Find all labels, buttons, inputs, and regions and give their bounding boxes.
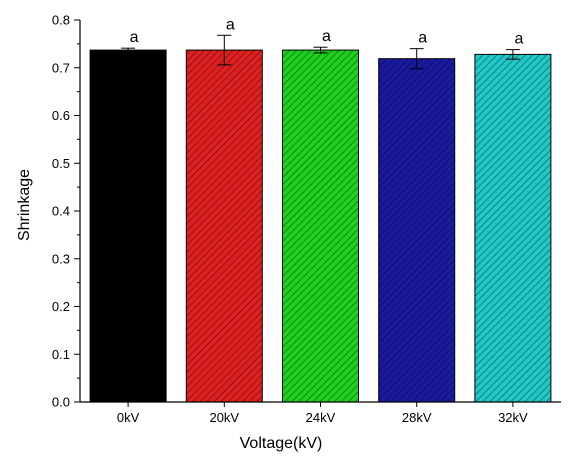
x-tick-label-32kV: 32kV	[498, 410, 528, 425]
bar-32kV	[474, 53, 552, 403]
bar-28kV	[378, 58, 456, 403]
y-tick-label-0.5: 0.5	[52, 156, 70, 171]
annotation-28kV: a	[418, 30, 427, 47]
y-tick-label-0.6: 0.6	[52, 108, 70, 123]
x-tick-label-24kV: 24kV	[306, 410, 336, 425]
y-axis-title: Shrinkage	[16, 169, 33, 241]
bar-0kV	[89, 49, 167, 403]
bars	[89, 49, 552, 403]
bar-24kV	[282, 49, 359, 403]
y-tick-label-0.3: 0.3	[52, 251, 70, 266]
y-tick-label-0.2: 0.2	[52, 299, 70, 314]
bar-20kV	[185, 49, 263, 403]
y-ticks: 0.0 0.1 0.2 0.3 0.4 0.5 0.6 0.7 0.8	[52, 13, 80, 410]
y-tick-label-0.8: 0.8	[52, 13, 70, 28]
y-axis-title-group: Shrinkage	[16, 169, 33, 241]
data-annotations: aaa a a	[130, 16, 524, 47]
annotation-32kV: a	[514, 31, 523, 48]
x-axis-title: Voltage(kV)	[240, 435, 323, 452]
x-ticks: 0kV 20kV 24kV 28kV 32kV	[117, 402, 528, 425]
annotation-24kV: a	[322, 28, 331, 45]
y-tick-label-0.1: 0.1	[52, 347, 70, 362]
x-tick-label-28kV: 28kV	[402, 410, 432, 425]
annotation-20kV: a	[226, 16, 235, 33]
error-bars	[121, 34, 520, 70]
annotation-0kV: a	[130, 29, 139, 46]
y-tick-label-0.7: 0.7	[52, 60, 70, 75]
x-tick-label-20kV: 20kV	[209, 410, 239, 425]
y-tick-label-0.4: 0.4	[52, 204, 70, 219]
x-tick-label-0kV: 0kV	[117, 410, 140, 425]
y-tick-label-0.0: 0.0	[52, 395, 70, 410]
